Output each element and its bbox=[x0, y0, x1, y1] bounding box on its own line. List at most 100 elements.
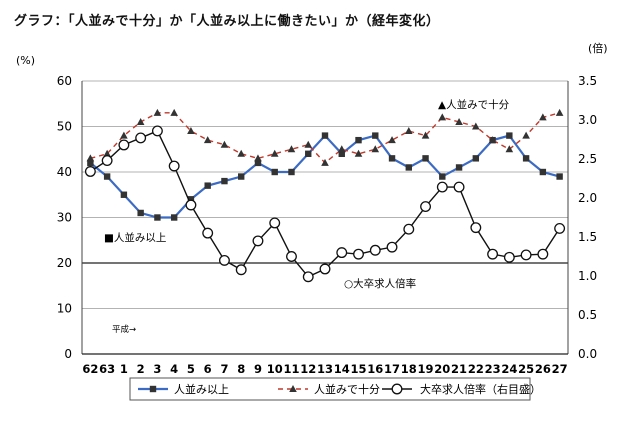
data-point bbox=[204, 182, 211, 189]
data-point bbox=[539, 168, 547, 176]
data-point bbox=[421, 131, 430, 139]
x-tick-label: 12 bbox=[300, 362, 316, 376]
data-point bbox=[220, 140, 229, 148]
x-tick-label: 4 bbox=[170, 362, 178, 376]
data-point bbox=[470, 222, 482, 234]
legend-marker bbox=[391, 383, 403, 395]
left-tick-label: 20 bbox=[57, 256, 72, 270]
left-axis-unit: (%) bbox=[16, 54, 35, 67]
data-point bbox=[472, 155, 480, 162]
data-point bbox=[488, 136, 497, 144]
data-point bbox=[436, 181, 448, 193]
data-point bbox=[238, 173, 245, 180]
x-tick-label: 11 bbox=[283, 362, 299, 376]
annotation: 平成→ bbox=[112, 324, 136, 335]
data-point bbox=[304, 140, 313, 148]
data-point bbox=[101, 155, 113, 167]
data-point bbox=[355, 136, 362, 144]
x-tick-label: 27 bbox=[552, 362, 568, 376]
data-point bbox=[522, 131, 530, 139]
data-point bbox=[254, 159, 262, 167]
data-point bbox=[372, 132, 379, 139]
data-point bbox=[237, 149, 246, 157]
left-tick-label: 10 bbox=[57, 302, 72, 316]
x-tick-label: 16 bbox=[367, 362, 383, 376]
right-tick-label: 0.5 bbox=[578, 308, 597, 322]
data-point bbox=[353, 248, 364, 260]
x-tick-label: 23 bbox=[485, 362, 501, 376]
data-point bbox=[554, 222, 566, 234]
x-tick-label: 17 bbox=[384, 362, 400, 376]
right-tick-label: 1.5 bbox=[578, 230, 597, 244]
data-point bbox=[405, 164, 412, 171]
data-point bbox=[136, 117, 145, 125]
annotation: ■人並み以上 bbox=[104, 231, 166, 244]
data-point bbox=[388, 136, 396, 144]
data-point bbox=[556, 173, 563, 180]
data-point bbox=[137, 209, 144, 217]
x-tick-label: 7 bbox=[220, 362, 228, 376]
data-point bbox=[103, 149, 111, 157]
data-point bbox=[455, 117, 463, 125]
data-point bbox=[539, 113, 547, 121]
data-point bbox=[235, 264, 247, 276]
data-point bbox=[321, 158, 329, 166]
data-point bbox=[203, 136, 212, 144]
data-point bbox=[252, 235, 264, 247]
left-tick-label: 50 bbox=[57, 120, 72, 134]
data-point bbox=[388, 155, 396, 162]
data-point bbox=[269, 217, 281, 229]
legend-marker bbox=[149, 385, 157, 393]
x-tick-label: 62 bbox=[82, 362, 98, 376]
data-point bbox=[503, 251, 515, 263]
x-tick-label: 2 bbox=[137, 362, 145, 376]
data-point bbox=[404, 127, 413, 135]
data-point bbox=[120, 131, 128, 139]
data-point bbox=[321, 132, 329, 139]
data-point bbox=[118, 139, 130, 151]
right-tick-label: 3.5 bbox=[578, 74, 597, 88]
data-point bbox=[185, 199, 197, 211]
x-tick-label: 20 bbox=[434, 362, 450, 376]
data-point bbox=[286, 251, 297, 262]
right-tick-label: 2.0 bbox=[578, 191, 597, 205]
data-point bbox=[168, 160, 180, 172]
x-tick-label: 14 bbox=[334, 362, 350, 376]
data-point bbox=[120, 191, 128, 198]
data-point bbox=[153, 108, 162, 116]
x-tick-label: 63 bbox=[99, 362, 115, 376]
data-point bbox=[403, 223, 415, 235]
x-tick-label: 26 bbox=[535, 362, 551, 376]
data-point bbox=[522, 155, 530, 162]
data-point bbox=[87, 159, 94, 167]
data-point bbox=[420, 201, 432, 213]
data-point bbox=[453, 181, 465, 193]
data-point bbox=[438, 113, 447, 121]
data-point bbox=[506, 132, 513, 139]
data-point bbox=[472, 122, 480, 130]
data-point bbox=[555, 108, 564, 116]
data-point bbox=[270, 149, 279, 157]
data-point bbox=[520, 249, 532, 261]
data-point bbox=[422, 155, 429, 162]
data-point bbox=[187, 127, 195, 135]
x-tick-label: 21 bbox=[451, 362, 467, 376]
data-point bbox=[218, 254, 230, 266]
right-axis-unit: (倍) bbox=[588, 41, 608, 55]
x-tick-label: 6 bbox=[204, 362, 212, 376]
data-point bbox=[202, 227, 214, 239]
legend-label: 人並み以上 bbox=[174, 382, 229, 396]
x-tick-label: 10 bbox=[267, 362, 283, 376]
data-point bbox=[386, 241, 398, 253]
data-point bbox=[288, 168, 295, 176]
x-tick-label: 25 bbox=[518, 362, 534, 376]
data-point bbox=[537, 248, 549, 260]
left-tick-label: 0 bbox=[64, 347, 72, 361]
data-point bbox=[369, 244, 381, 256]
left-tick-label: 30 bbox=[57, 211, 72, 225]
left-tick-label: 60 bbox=[57, 74, 72, 88]
data-point bbox=[487, 248, 499, 260]
data-point bbox=[505, 145, 514, 153]
chart-title: グラフ：「人並みで十分」か「人並み以上に働きたい」か（経年変化） bbox=[14, 14, 440, 29]
